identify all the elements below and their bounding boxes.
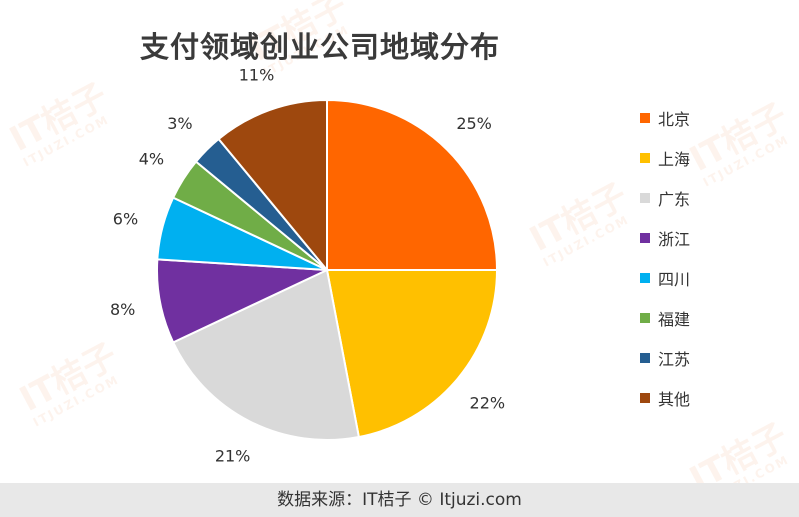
legend-swatch bbox=[640, 393, 650, 403]
slice-labels: 25% 22% 21% 8% 6% 4%3% 11% bbox=[110, 65, 505, 465]
pie-slice-其他 bbox=[217, 98, 328, 273]
legend-item-北京: 北京 bbox=[640, 98, 790, 138]
legend-item-广东: 广东 bbox=[640, 178, 790, 218]
slice-label-上海: 22% bbox=[470, 394, 506, 413]
legend-label: 上海 bbox=[658, 150, 691, 169]
slice-label-其他: 11% bbox=[239, 65, 275, 84]
legend-label: 广东 bbox=[658, 190, 691, 209]
slice-label-北京: 25% bbox=[456, 114, 492, 133]
pie-chart: 25% 22% 21% 8% 6% 4%3% 11% bbox=[110, 65, 505, 465]
legend-swatch bbox=[640, 153, 650, 163]
legend-swatch bbox=[640, 113, 650, 123]
legend-swatch bbox=[640, 273, 650, 283]
legend-item-其他: 其他 bbox=[640, 378, 790, 418]
slice-label-四川: 6% bbox=[113, 209, 138, 228]
slice-label-江苏: 3% bbox=[167, 114, 192, 133]
legend-label: 其他 bbox=[658, 390, 691, 409]
legend-swatch bbox=[640, 193, 650, 203]
legend-label: 江苏 bbox=[658, 350, 691, 369]
legend-swatch bbox=[640, 353, 650, 363]
pie-slices bbox=[156, 98, 499, 441]
legend-label: 四川 bbox=[658, 270, 691, 289]
legend-item-浙江: 浙江 bbox=[640, 218, 790, 258]
legend-item-四川: 四川 bbox=[640, 258, 790, 298]
slice-label-浙江: 8% bbox=[110, 300, 135, 319]
pie-slice-北京 bbox=[326, 98, 499, 271]
legend-item-上海: 上海 bbox=[640, 138, 790, 178]
legend: 北京上海广东浙江四川福建江苏其他 bbox=[640, 98, 790, 418]
slice-label-福建: 4% bbox=[139, 150, 164, 169]
legend-item-江苏: 江苏 bbox=[640, 338, 790, 378]
legend-label: 福建 bbox=[658, 310, 691, 329]
pie-slice-上海 bbox=[325, 269, 499, 439]
chart-title: 支付领域创业公司地域分布 bbox=[140, 30, 501, 64]
slice-label-广东: 21% bbox=[215, 446, 251, 465]
legend-item-福建: 福建 bbox=[640, 298, 790, 338]
legend-swatch bbox=[640, 233, 650, 243]
legend-swatch bbox=[640, 313, 650, 323]
legend-label: 北京 bbox=[658, 110, 691, 129]
data-source-footer: 数据来源：IT桔子 © Itjuzi.com bbox=[0, 483, 799, 517]
pie-slice-广东 bbox=[171, 268, 361, 441]
legend-label: 浙江 bbox=[658, 230, 691, 249]
